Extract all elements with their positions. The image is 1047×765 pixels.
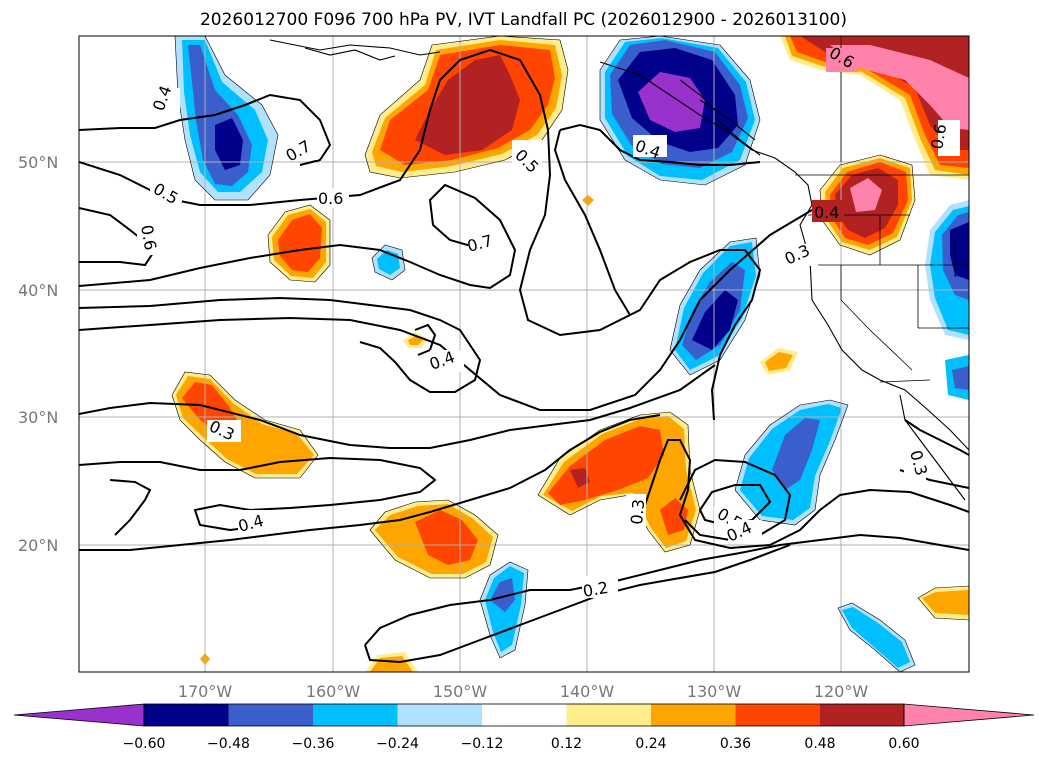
blob-nw-navy — [215, 118, 243, 170]
lat-label-30n: 30°N — [18, 408, 58, 427]
blob-126-orange — [765, 352, 793, 371]
lon-label-120w: 120°W — [814, 682, 869, 701]
colorbar-tick: 0.12 — [551, 736, 582, 752]
latitude-labels: 50°N 40°N 30°N 20°N — [18, 153, 58, 555]
blob-w-red — [278, 214, 322, 272]
blob-se-mid — [772, 418, 820, 490]
colorbar-extend-low — [13, 703, 145, 727]
colorbar-swatch — [651, 704, 736, 726]
colorbar-swatch — [228, 704, 313, 726]
state-borders — [795, 36, 969, 383]
lon-label-170w: 170°W — [178, 682, 233, 701]
lon-label-130w: 130°W — [687, 682, 742, 701]
colorbar-swatch — [397, 704, 482, 726]
colorbar-tick: −0.60 — [123, 736, 166, 752]
colorbar-swatch — [482, 704, 567, 726]
lon-label-160w: 160°W — [306, 682, 361, 701]
blob-goa-darkred — [415, 55, 520, 155]
blob-s-darkred — [570, 468, 590, 488]
coastlines — [269, 39, 969, 501]
colorbar-extend-high — [903, 703, 1035, 727]
colorbar-tick: 0.48 — [804, 736, 835, 752]
lon-label-150w: 150°W — [433, 682, 488, 701]
contour-label: 0.4 — [814, 203, 839, 222]
blob-ne-pink — [830, 45, 969, 130]
fill-outlines — [171, 36, 969, 672]
colorbar-tick: 0.60 — [888, 736, 919, 752]
blob-mid-navy — [692, 290, 738, 350]
blob-east-small-mid — [952, 366, 969, 390]
blob-s2-mid — [490, 578, 515, 612]
lat-label-40n: 40°N — [18, 281, 58, 300]
map-panel: 0.4 0.7 0.5 0.6 0.6 0.5 0.7 0.4 0.4 0.3 … — [79, 36, 969, 672]
lat-label-20n: 20°N — [18, 536, 58, 555]
colorbar-tick: 0.24 — [635, 736, 666, 752]
contour-label: 0.3 — [627, 498, 648, 525]
colorbar-tick: −0.12 — [461, 736, 504, 752]
blob-140-tiny — [582, 195, 594, 206]
colorbar-swatch — [820, 704, 904, 726]
contour-label: 0.6 — [318, 189, 343, 208]
contour-label: 0.2 — [581, 578, 609, 601]
blob-bc-purple — [638, 72, 705, 132]
colorbar-tick: −0.24 — [376, 736, 419, 752]
colorbar-swatch — [313, 704, 398, 726]
map-title: 2026012700 F096 700 hPa PV, IVT Landfall… — [199, 10, 847, 30]
longitude-labels: 170°W 160°W 150°W 140°W 130°W 120°W — [178, 682, 869, 701]
colorbar-swatch — [566, 704, 651, 726]
contour-labels: 0.4 0.7 0.5 0.6 0.6 0.5 0.7 0.4 0.4 0.3 … — [137, 43, 960, 601]
colorbar-swatch — [735, 704, 820, 726]
colorbar-swatch — [144, 704, 229, 726]
colorbar: −0.60 −0.48 −0.36 −0.24 −0.12 0.12 0.24 … — [13, 703, 1035, 752]
colorbar-tick: 0.36 — [720, 736, 751, 752]
blob-s3-blue — [842, 607, 910, 668]
contour-label: 0.6 — [927, 122, 950, 150]
blob-s4-orange — [922, 590, 969, 615]
colorbar-tick: −0.36 — [292, 736, 335, 752]
contour-label: 0.6 — [137, 223, 160, 251]
blob-hi-red — [415, 510, 478, 565]
map-frame — [78, 35, 970, 673]
lon-label-140w: 140°W — [560, 682, 615, 701]
lat-label-50n: 50°N — [18, 153, 58, 172]
blob-s-red2 — [660, 498, 688, 535]
colorbar-tick: −0.48 — [207, 736, 250, 752]
blob-or-pink — [850, 178, 882, 212]
